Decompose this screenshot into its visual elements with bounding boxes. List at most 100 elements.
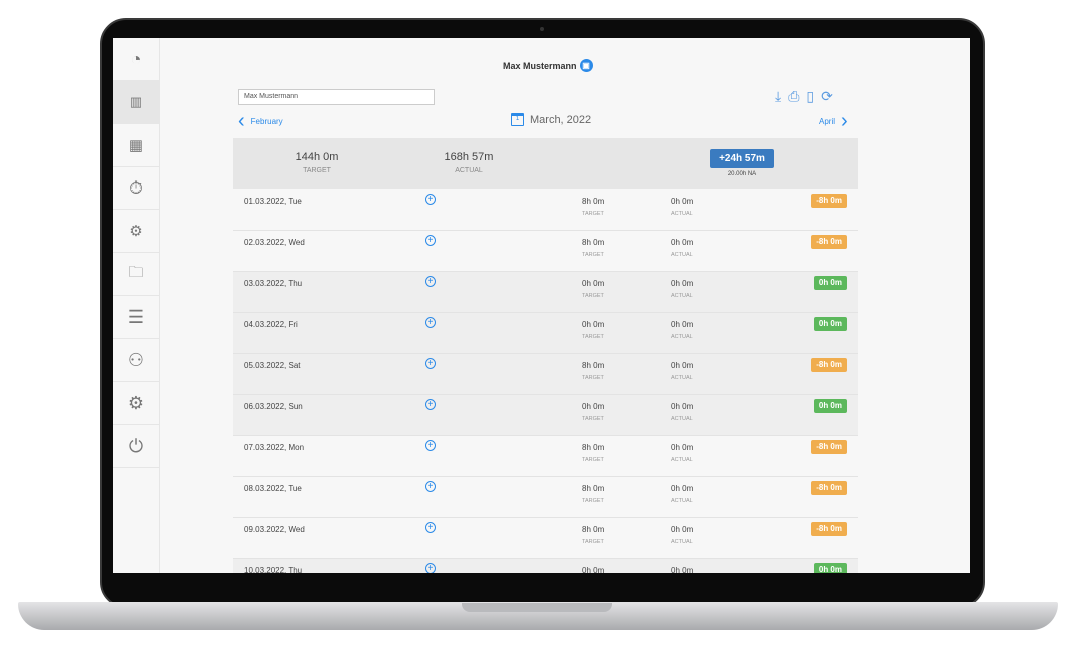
target-label: TARGET bbox=[582, 211, 604, 217]
refresh-icon[interactable]: ⟳ bbox=[821, 88, 833, 104]
balance-badge: -8h 0m bbox=[811, 194, 847, 208]
add-entry-icon[interactable]: + bbox=[425, 276, 436, 287]
next-month-label: April bbox=[819, 116, 836, 126]
row-actual: 0h 0m ACTUAL bbox=[671, 238, 711, 258]
add-entry-icon[interactable]: + bbox=[425, 399, 436, 410]
next-month-button[interactable]: April › bbox=[819, 110, 848, 132]
target-label: TARGET bbox=[582, 457, 604, 463]
sidebar-item-teams[interactable]: ⚙ bbox=[113, 210, 159, 253]
current-user[interactable]: Max Mustermann ▣ bbox=[503, 59, 593, 72]
balance-badge: -8h 0m bbox=[811, 440, 847, 454]
target-label: TARGET bbox=[582, 498, 604, 504]
balance-badge: -8h 0m bbox=[811, 481, 847, 495]
sidebar-item-projects[interactable]: 🗀 bbox=[113, 253, 159, 296]
row-date: 04.03.2022, Fri bbox=[244, 320, 298, 329]
row-actual: 0h 0m ACTUAL bbox=[671, 443, 711, 463]
add-entry-icon[interactable]: + bbox=[425, 481, 436, 492]
row-date: 07.03.2022, Mon bbox=[244, 443, 305, 452]
add-entry-icon[interactable]: + bbox=[425, 235, 436, 246]
add-entry-icon[interactable]: + bbox=[425, 440, 436, 451]
target-value: 8h 0m bbox=[582, 443, 605, 452]
target-label: TARGET bbox=[303, 167, 331, 174]
add-entry-icon[interactable]: + bbox=[425, 317, 436, 328]
day-row: 06.03.2022, Sun + 0h 0m TARGET 0h 0m ACTUA… bbox=[233, 395, 858, 436]
balance-badge: 0h 0m bbox=[813, 399, 847, 413]
add-entry-icon[interactable]: + bbox=[425, 563, 436, 573]
day-row: 08.03.2022, Tue + 8h 0m TARGET 0h 0m ACTUA… bbox=[233, 477, 858, 518]
chevron-right-icon: › bbox=[841, 110, 848, 132]
balance-badge: 0h 0m bbox=[813, 317, 847, 331]
difference-badge: +24h 57m bbox=[710, 149, 774, 168]
sidebar-item-reports[interactable]: ▥ bbox=[113, 81, 159, 124]
export-icon[interactable]: ▯ bbox=[806, 88, 815, 104]
month-picker[interactable]: 1 March, 2022 bbox=[511, 113, 591, 126]
sidebar-item-archive[interactable]: ▦ bbox=[113, 124, 159, 167]
list-icon: ☰ bbox=[127, 306, 145, 327]
row-actual: 0h 0m ACTUAL bbox=[671, 525, 711, 545]
sidebar-item-users[interactable]: ⚇ bbox=[113, 339, 159, 382]
target-value: 0h 0m bbox=[582, 320, 605, 329]
actual-label: ACTUAL bbox=[671, 457, 693, 463]
sidebar-item-logout[interactable]: ⏻ bbox=[113, 425, 159, 468]
screen: ◔ ▥ ▦ ⏱ ⚙ 🗀 ☰ ⚇ ⚙ ⏻ Max Mustermann ▣ Max … bbox=[113, 38, 970, 573]
balance-badge: 0h 0m bbox=[813, 276, 847, 290]
actual-label: ACTUAL bbox=[455, 167, 483, 174]
target-value: 0h 0m bbox=[582, 566, 605, 573]
target-value: 8h 0m bbox=[582, 197, 605, 206]
target-label: TARGET bbox=[582, 334, 604, 340]
target-label: TARGET bbox=[582, 416, 604, 422]
add-entry-icon[interactable]: + bbox=[425, 194, 436, 205]
actual-total: 168h 57m bbox=[444, 151, 494, 163]
sidebar-item-settings[interactable]: ⚙ bbox=[113, 382, 159, 425]
calendar-icon: 1 bbox=[511, 113, 524, 126]
target-value: 8h 0m bbox=[582, 238, 605, 247]
user-settings-icon: ⚇ bbox=[127, 349, 145, 370]
toolbar: ⤓ ⎙ ▯ ⟳ bbox=[775, 88, 833, 105]
sidebar-item-dashboard[interactable]: ◔ bbox=[113, 38, 159, 81]
actual-label: ACTUAL bbox=[671, 498, 693, 504]
add-entry-icon[interactable]: + bbox=[425, 522, 436, 533]
target-label: TARGET bbox=[582, 539, 604, 545]
prev-month-button[interactable]: ‹ February bbox=[238, 111, 283, 131]
sidebar-item-timer[interactable]: ⏱ bbox=[113, 167, 159, 210]
employee-select[interactable]: Max Mustermann bbox=[238, 89, 435, 105]
na-hours: 20.00h NA bbox=[727, 171, 757, 177]
actual-label: ACTUAL bbox=[671, 293, 693, 299]
balance-badge: 0h 0m bbox=[813, 563, 847, 573]
laptop-notch bbox=[462, 603, 612, 612]
actual-value: 0h 0m bbox=[671, 402, 694, 411]
actual-value: 0h 0m bbox=[671, 443, 694, 452]
actual-value: 0h 0m bbox=[671, 525, 694, 534]
row-date: 02.03.2022, Wed bbox=[244, 238, 305, 247]
user-badge-icon: ▣ bbox=[579, 59, 593, 72]
day-row: 07.03.2022, Mon + 8h 0m TARGET 0h 0m ACTUA… bbox=[233, 436, 858, 477]
print-icon[interactable]: ⎙ bbox=[788, 88, 800, 104]
row-date: 03.03.2022, Thu bbox=[244, 279, 303, 288]
target-value: 8h 0m bbox=[582, 525, 605, 534]
pie-chart-icon: ◔ bbox=[130, 48, 142, 69]
row-target: 8h 0m TARGET bbox=[582, 443, 622, 463]
day-row: 03.03.2022, Thu + 0h 0m TARGET 0h 0m ACTUA… bbox=[233, 272, 858, 313]
user-name: Max Mustermann bbox=[503, 60, 577, 71]
download-icon[interactable]: ⤓ bbox=[775, 88, 782, 104]
actual-label: ACTUAL bbox=[671, 252, 693, 258]
sidebar-item-list[interactable]: ☰ bbox=[113, 296, 159, 339]
power-icon: ⏻ bbox=[128, 435, 144, 456]
current-month: March, 2022 bbox=[530, 113, 592, 126]
camera bbox=[540, 27, 544, 31]
actual-value: 0h 0m bbox=[671, 238, 694, 247]
row-target: 8h 0m TARGET bbox=[582, 197, 622, 217]
team-settings-icon: ⚙ bbox=[129, 223, 143, 240]
day-list: 01.03.2022, Tue + 8h 0m TARGET 0h 0m ACTUA… bbox=[233, 190, 858, 573]
add-entry-icon[interactable]: + bbox=[425, 358, 436, 369]
bar-chart-icon: ▥ bbox=[129, 94, 143, 109]
actual-value: 0h 0m bbox=[671, 361, 694, 370]
row-date: 08.03.2022, Tue bbox=[244, 484, 302, 493]
actual-label: ACTUAL bbox=[671, 539, 693, 545]
